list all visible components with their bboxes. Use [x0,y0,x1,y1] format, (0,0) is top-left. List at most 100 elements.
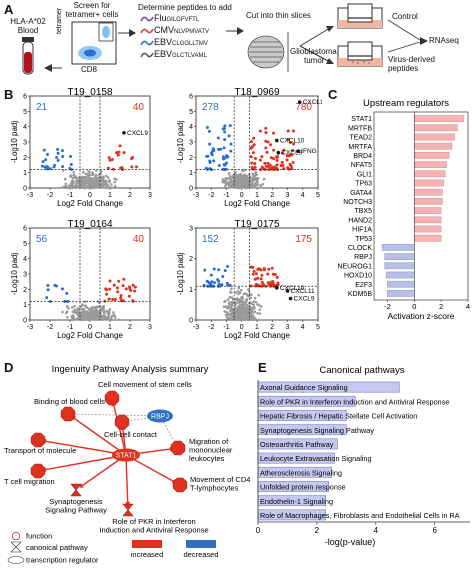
gray-point [103,180,107,184]
gray-point [243,173,247,177]
gray-point [88,182,92,185]
x-tick-label: 3 [286,192,290,199]
cd8-axis-label: CD8 [81,65,98,74]
up-point [259,277,263,281]
down-point [63,300,67,304]
upstream-regulators-chart: Upstream regulators STAT1 MRTFB TEAD2 MRTFA B… [337,98,470,321]
pathway-node [70,483,82,497]
x-tick-label: 1 [255,192,259,199]
x-tick-label: 5 [316,192,320,199]
regulator-label: STAT1 [351,116,372,123]
y-tick-label: 0 [23,186,27,193]
node-label: T-lymphocytes [190,484,239,493]
up-point [288,162,292,166]
up-point [290,153,294,157]
regulator-label: HAND2 [348,217,372,224]
canonical-pathways-chart: Canonical pathways Axonal Guidance Signal… [256,365,470,547]
gray-point [101,175,105,178]
gray-point [257,177,260,180]
up-point [124,287,128,291]
up-point [250,161,254,165]
up-point [130,165,134,169]
up-point [108,279,112,283]
down-point [208,142,212,146]
down-point [224,161,228,165]
gray-point [94,179,98,183]
x-axis-label: Log2 Fold Change [57,331,123,340]
regulator-bar [387,280,415,288]
gray-point [251,179,254,182]
down-point [56,147,60,151]
down-point [217,279,221,283]
gray-point [259,305,263,308]
gray-point [227,182,231,186]
gray-point [234,303,237,307]
down-point [65,291,69,295]
gray-point [81,307,84,311]
x-tick-label: 3 [148,192,152,199]
regulator-label: TEAD2 [349,135,372,142]
peptide-virus: CMV [154,25,174,35]
x-tick-label: 4 [466,302,470,311]
node-label: T cell migration [4,477,55,486]
gray-point [96,181,100,185]
gene-label: IFNG [301,148,317,155]
gray-point [240,176,243,179]
down-point [43,165,47,169]
y-tick-label: 6 [189,94,193,101]
up-point [256,276,260,280]
gene-label: CXCL11 [303,99,322,106]
flow-plot-icon [44,21,117,72]
up-point [276,283,280,287]
x-tick-label: 2 [270,192,274,199]
down-point [224,167,228,171]
gene-label: CXCL9 [281,150,302,157]
gray-point [69,185,72,189]
peptide-virus: EBV [154,49,173,59]
pathway-node [122,503,134,517]
gray-point [239,305,242,309]
peptide-row: FluGILGFVFTL [140,13,199,25]
regulator-label: MRTFB [348,125,372,132]
control-dish-icon [337,3,383,29]
regulator-label: NOTCH3 [343,199,372,206]
gene-point [122,131,126,135]
gray-point [112,311,115,314]
up-point [252,269,256,273]
regulator-bar [414,225,442,233]
gray-point [244,299,248,303]
gray-point [84,311,88,314]
y-tick-label: 3 [189,226,193,233]
gene-point [275,138,279,143]
x-tick-label: -1 [223,192,229,199]
down-point [45,296,49,300]
gray-point [81,310,84,314]
regulator-bar [381,244,415,251]
up-point [253,284,257,288]
y-tick-label: 0 [23,318,27,325]
up-point [264,146,268,150]
up-point [275,155,279,159]
regulator-bar [385,271,415,279]
peptide-sequence: CLGGLLTMV [172,41,208,47]
regulator-label: TP53 [355,236,372,243]
pathway-label: Leukocyte Extravasation Signaling [260,454,372,463]
panel-d-letter: D [4,360,14,375]
x-tick-label: 1 [108,192,112,199]
gray-point [240,303,244,307]
gray-point [224,182,228,186]
plot-title: T18_0969 [234,88,279,98]
gray-point [97,300,100,303]
cut-label: Cut into thin slices [246,11,311,20]
regulator-bar [414,198,443,205]
gray-point [249,177,252,180]
up-point [128,285,132,289]
pathway-label: Role of PKR in Interferon Induction and … [260,397,449,406]
gray-point [237,313,241,317]
up-point [286,166,290,170]
gray-point [246,318,249,322]
down-point [46,284,50,288]
up-point [133,285,137,289]
volcano-plot: T19_0158 21 40 0 1 2 3 4 5 6 -3 -2 -1 0 1 2 3 Log2 Fold C… [10,88,152,208]
up-point [110,158,114,162]
